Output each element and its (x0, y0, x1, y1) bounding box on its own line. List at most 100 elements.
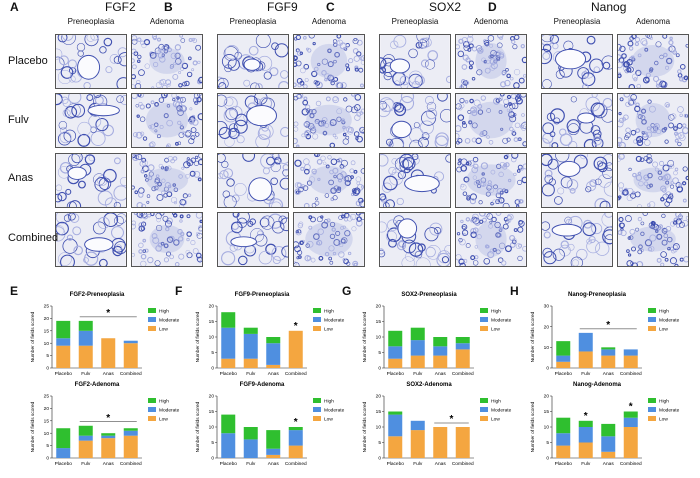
bar-segment-moderate (578, 427, 593, 443)
legend-swatch-moderate (148, 407, 156, 412)
bar-segment-moderate (221, 433, 236, 458)
y-tick-label: 0 (46, 456, 49, 462)
micrograph-tile (379, 34, 451, 89)
y-tick-label: 25 (44, 304, 50, 310)
y-tick-label: 20 (544, 324, 550, 330)
bar-segment-high (601, 423, 616, 437)
y-tick-label: 30 (544, 304, 550, 310)
legend-label-moderate: Moderate (159, 318, 180, 324)
x-tick-label: Anas (268, 461, 280, 467)
y-tick-label: 10 (209, 335, 215, 341)
bar-segment-moderate (388, 346, 403, 359)
bar-segment-moderate (601, 436, 616, 452)
bar-segment-low (101, 438, 116, 458)
micrograph-tile (617, 153, 689, 208)
bar-segment-high (556, 417, 571, 434)
bar-segment-high (623, 411, 638, 418)
bar-segment-moderate (78, 435, 93, 441)
x-tick-label: Fulv (413, 461, 423, 467)
bar-segment-high (556, 341, 571, 356)
y-axis-label: Number of fields scored (30, 311, 36, 362)
y-tick-label: 0 (46, 366, 49, 372)
bar-segment-high (455, 337, 470, 344)
bar-segment-low (78, 440, 93, 458)
x-tick-label: Placebo (387, 371, 405, 377)
stacked-bar-chart: FGF2-Preneoplasia Number of fields scored… (30, 288, 200, 383)
legend-swatch-moderate (313, 407, 321, 412)
significance-star: * (584, 411, 588, 422)
bar-segment-low (578, 442, 593, 458)
micrograph-tile (131, 212, 203, 267)
legend-label-moderate: Moderate (324, 318, 345, 324)
bar-segment-moderate (410, 340, 425, 356)
marker-title: FGF9 (267, 0, 298, 14)
x-tick-label: Anas (603, 371, 615, 377)
y-tick-label: 20 (44, 316, 50, 322)
significance-star: * (294, 417, 298, 428)
bar-segment-high (578, 420, 593, 427)
legend-label-low: Low (324, 417, 333, 423)
micrograph-tile (131, 153, 203, 208)
column-header: Adenoma (149, 17, 185, 26)
y-tick-label: 5 (546, 440, 549, 446)
bar-segment-moderate (56, 448, 71, 458)
panel-letter: B (164, 0, 173, 14)
bar-segment-low (123, 343, 138, 368)
bar-segment-moderate (288, 430, 303, 446)
legend-swatch-moderate (648, 317, 656, 322)
legend-swatch-moderate (480, 407, 488, 412)
micrograph-tile (379, 93, 451, 148)
micrograph-tile (617, 93, 689, 148)
legend-label-low: Low (491, 417, 500, 423)
y-tick-label: 20 (44, 406, 50, 412)
legend-label-moderate: Moderate (159, 408, 180, 414)
x-tick-label: Combined (452, 461, 474, 467)
bar-segment-high (56, 428, 71, 449)
chart-letter: E (10, 284, 19, 298)
bar-segment-low (266, 364, 281, 368)
y-tick-label: 15 (44, 328, 50, 334)
y-tick-label: 10 (376, 425, 382, 431)
significance-star: * (629, 402, 633, 413)
y-tick-label: 25 (44, 394, 50, 400)
column-header: Preneoplasia (67, 17, 115, 26)
panel-letter: C (326, 0, 335, 14)
legend-swatch-low (148, 416, 156, 421)
significance-star: * (106, 308, 110, 319)
column-header: Adenoma (635, 17, 671, 26)
micrograph-tile (379, 212, 451, 267)
bar-segment-low (556, 445, 571, 458)
x-tick-label: Fulv (81, 371, 91, 377)
legend-swatch-high (148, 308, 156, 313)
stacked-bar-chart: Nanog-Adenoma Number of fields scored 0 5 10… (530, 378, 700, 473)
row-label: Fulv (8, 114, 29, 126)
column-header: Preneoplasia (229, 17, 277, 26)
y-tick-label: 0 (378, 456, 381, 462)
chart-title: FGF2-Preneoplasia (70, 292, 125, 298)
y-tick-label: 10 (544, 425, 550, 431)
y-tick-label: 10 (209, 425, 215, 431)
stacked-bar-chart: FGF9-Adenoma Number of fields scored 0 5 10 1… (195, 378, 365, 473)
bar-segment-moderate (243, 439, 258, 458)
bar-segment-low (266, 454, 281, 458)
bar-segment-low (56, 345, 71, 368)
legend-swatch-low (480, 416, 488, 421)
chart-letter: F (175, 284, 183, 298)
legend-label-low: Low (159, 417, 168, 423)
bar-segment-low (601, 355, 616, 368)
legend-label-high: High (659, 309, 669, 315)
y-tick-label: 0 (211, 366, 214, 372)
chart-title: SOX2-Preneoplasia (401, 292, 457, 298)
bar-segment-low (101, 338, 116, 368)
bar-segment-high (243, 327, 258, 334)
y-tick-label: 15 (209, 409, 215, 415)
bar-segment-moderate (78, 330, 93, 346)
row-label: Anas (8, 172, 34, 184)
bar-segment-low (288, 330, 303, 368)
y-tick-label: 15 (209, 319, 215, 325)
legend-label-high: High (324, 399, 334, 405)
micrograph-tile (293, 153, 365, 208)
legend-swatch-low (313, 326, 321, 331)
y-tick-label: 10 (44, 431, 50, 437)
x-tick-label: Anas (103, 371, 115, 377)
